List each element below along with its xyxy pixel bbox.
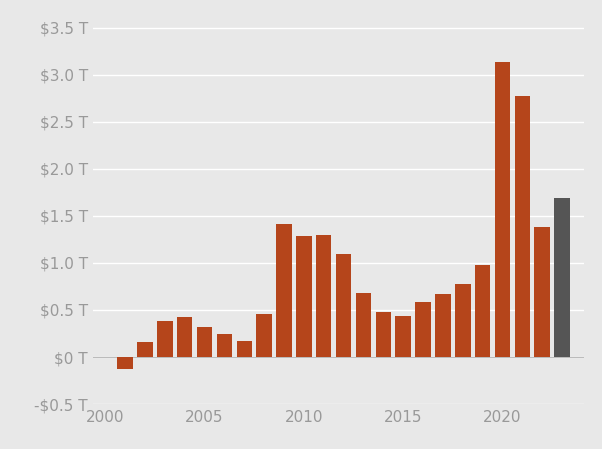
Bar xyxy=(535,227,550,357)
Bar xyxy=(296,236,312,357)
Bar xyxy=(276,224,292,357)
Bar xyxy=(177,317,193,357)
Bar xyxy=(455,284,471,357)
Bar xyxy=(197,327,213,357)
Bar xyxy=(515,96,530,357)
Bar xyxy=(415,301,431,357)
Bar xyxy=(435,294,451,357)
Bar xyxy=(376,312,391,357)
Bar xyxy=(316,235,332,357)
Bar xyxy=(157,321,173,357)
Bar xyxy=(117,357,133,369)
Bar xyxy=(217,334,232,357)
Bar xyxy=(256,314,272,357)
Bar xyxy=(396,316,411,357)
Bar xyxy=(237,341,252,357)
Bar xyxy=(336,255,352,357)
Bar xyxy=(137,342,153,357)
Bar xyxy=(495,62,510,357)
Bar xyxy=(475,265,491,357)
Bar xyxy=(356,293,371,357)
Bar xyxy=(554,198,570,357)
